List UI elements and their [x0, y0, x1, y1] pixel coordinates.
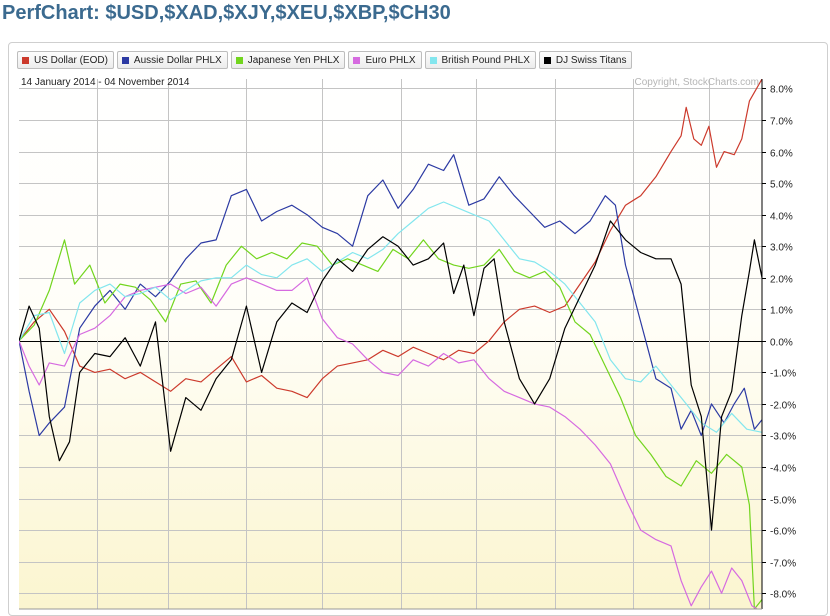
legend-item[interactable]: Euro PHLX: [348, 51, 422, 69]
y-tick-label: 1.0%: [770, 306, 793, 317]
y-tick-label: 0.0%: [770, 338, 793, 349]
y-tick-label: 3.0%: [770, 243, 793, 254]
legend-label: Aussie Dollar PHLX: [133, 54, 222, 66]
legend-label: DJ Swiss Titans: [555, 54, 627, 66]
series-line: [19, 277, 759, 609]
legend-swatch: [543, 56, 551, 64]
y-tick-label: -7.0%: [770, 559, 796, 570]
y-axis: 8.0% 7.0% 6.0% 5.0% 4.0% 3.0% 2.0% 1.0% 0.0% -1.0…: [762, 85, 796, 601]
y-tick-label: -1.0%: [770, 369, 796, 380]
copyright-label: Copyright, StockCharts.com: [635, 77, 760, 88]
legend-label: US Dollar (EOD): [34, 54, 108, 66]
series-line: [19, 154, 762, 437]
plot-background: [19, 79, 762, 609]
y-tick-label: -8.0%: [770, 590, 796, 601]
date-range-label: 14 January 2014 - 04 November 2014: [21, 77, 190, 88]
y-tick-label: 5.0%: [770, 180, 793, 191]
legend-item[interactable]: DJ Swiss Titans: [538, 51, 633, 69]
y-tick-label: 8.0%: [770, 85, 793, 96]
legend-label: Euro PHLX: [365, 54, 416, 66]
y-tick-label: -6.0%: [770, 527, 796, 538]
chart-frame: 8.0% 7.0% 6.0% 5.0% 4.0% 3.0% 2.0% 1.0% 0.0% -1.0…: [8, 42, 828, 616]
perf-chart: 8.0% 7.0% 6.0% 5.0% 4.0% 3.0% 2.0% 1.0% 0.0% -1.0…: [19, 77, 796, 610]
y-tick-label: 2.0%: [770, 275, 793, 286]
y-tick-label: 6.0%: [770, 149, 793, 160]
legend-item[interactable]: Aussie Dollar PHLX: [116, 51, 228, 69]
series-layer: [19, 79, 762, 609]
page-title: PerfChart: $USD,$XAD,$XJY,$XEU,$XBP,$CH3…: [2, 2, 451, 24]
series-line: [19, 79, 762, 399]
y-tick-label: -4.0%: [770, 464, 796, 475]
legend-item[interactable]: Japanese Yen PHLX: [230, 51, 346, 69]
legend-swatch: [121, 56, 129, 64]
y-tick-label: -2.0%: [770, 401, 796, 412]
series-line: [19, 220, 762, 531]
series-line: [19, 239, 762, 609]
y-tick-label: -3.0%: [770, 432, 796, 443]
y-tick-label: -5.0%: [770, 496, 796, 507]
legend: US Dollar (EOD) Aussie Dollar PHLX Japanes…: [17, 51, 633, 69]
legend-swatch: [429, 56, 437, 64]
legend-item[interactable]: US Dollar (EOD): [17, 51, 114, 69]
legend-swatch: [235, 56, 243, 64]
legend-label: British Pound PHLX: [441, 54, 530, 66]
grid-layer: [19, 79, 762, 609]
legend-swatch: [353, 56, 361, 64]
y-tick-label: 7.0%: [770, 117, 793, 128]
y-tick-label: 4.0%: [770, 212, 793, 223]
legend-label: Japanese Yen PHLX: [247, 54, 340, 66]
legend-swatch: [22, 56, 29, 64]
legend-item[interactable]: British Pound PHLX: [424, 51, 536, 69]
